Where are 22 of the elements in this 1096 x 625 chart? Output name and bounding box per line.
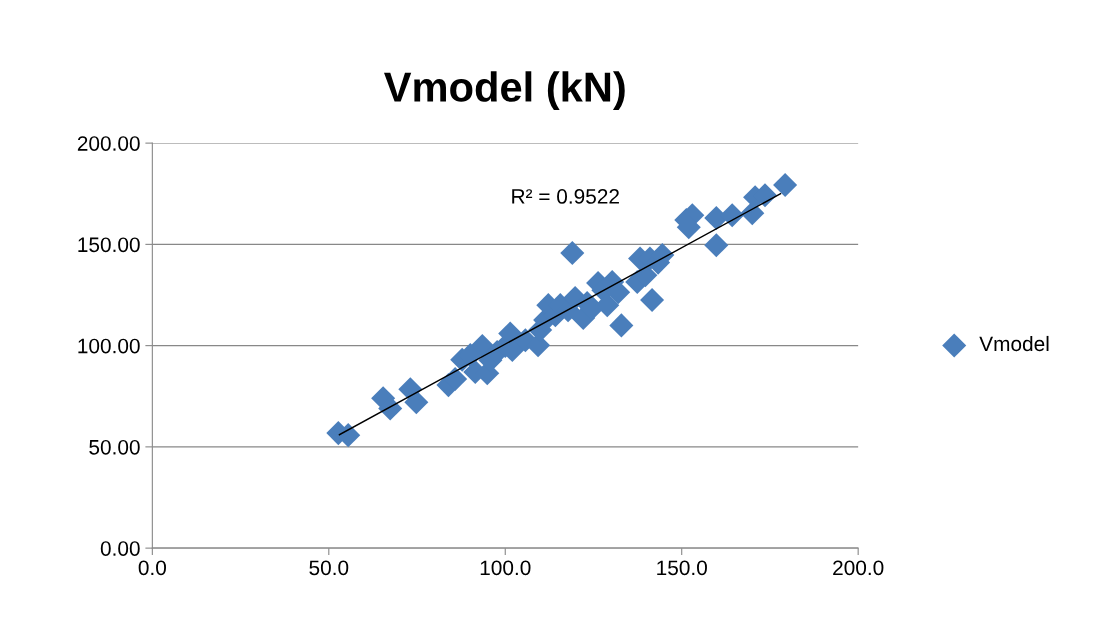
point bbox=[595, 293, 620, 318]
point bbox=[640, 288, 665, 313]
point bbox=[720, 203, 745, 228]
y-tick-label: 100.00 bbox=[78, 338, 140, 354]
x-tick-label: 50.0 bbox=[309, 560, 349, 576]
x-tick-label: 100.0 bbox=[480, 560, 531, 576]
y-tick-label: 50.00 bbox=[89, 439, 140, 455]
y-tick-label: 200.00 bbox=[77, 136, 140, 151]
point bbox=[773, 173, 798, 198]
point bbox=[404, 390, 429, 415]
x-tick-label: 150.0 bbox=[657, 560, 707, 576]
point bbox=[560, 241, 585, 266]
chart-title: Vmodel (kN) bbox=[384, 71, 625, 111]
point bbox=[609, 313, 634, 338]
annotation: R² = 0.9522 bbox=[512, 189, 619, 204]
point bbox=[378, 396, 403, 421]
y-tick-label: 0.00 bbox=[100, 541, 140, 556]
legend-label: Vmodel bbox=[979, 335, 1049, 352]
point bbox=[704, 233, 729, 258]
x-tick-label: 200.0 bbox=[833, 560, 884, 576]
y-tick-label: 150.00 bbox=[78, 237, 140, 253]
x-tick-label: 0.0 bbox=[138, 560, 167, 576]
